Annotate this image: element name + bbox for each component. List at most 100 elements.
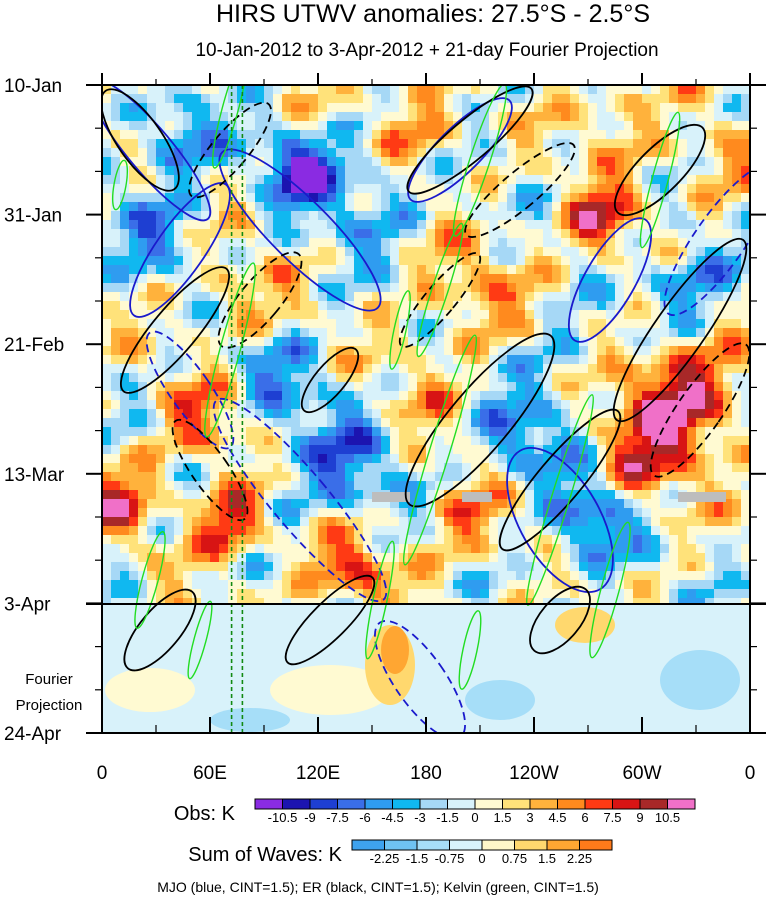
obs-cell	[525, 589, 535, 599]
obs-cell	[327, 400, 337, 410]
obs-cell	[372, 193, 382, 203]
obs-cell	[156, 544, 166, 554]
obs-cell	[426, 319, 436, 329]
obs-cell	[714, 346, 724, 356]
obs-cell	[291, 427, 301, 437]
obs-cell	[264, 229, 274, 239]
obs-cell	[480, 211, 490, 221]
obs-cell	[678, 400, 688, 410]
obs-cell	[273, 238, 283, 248]
obs-cell	[381, 544, 391, 554]
obs-cell	[507, 445, 517, 455]
obs-cell	[111, 454, 121, 464]
obs-cell	[129, 463, 139, 473]
obs-cell	[282, 337, 292, 347]
obs-cell	[237, 373, 247, 383]
obs-cell	[696, 391, 706, 401]
obs-cell	[417, 94, 427, 104]
obs-cell	[165, 427, 175, 437]
obs-cell	[552, 157, 562, 167]
obs-cell	[345, 94, 355, 104]
obs-cell	[354, 526, 364, 536]
obs-cell	[444, 589, 454, 599]
obs-cell	[498, 580, 508, 590]
obs-cell	[327, 355, 337, 365]
obs-cell	[183, 283, 193, 293]
obs-cell	[318, 382, 328, 392]
obs-cell	[561, 202, 571, 212]
obs-cell	[228, 526, 238, 536]
obs-cell	[615, 580, 625, 590]
mjo-contour	[102, 85, 212, 222]
obs-cell	[588, 121, 598, 131]
obs-cell	[597, 418, 607, 428]
obs-cell	[588, 193, 598, 203]
obs-cell	[597, 355, 607, 365]
obs-cell	[174, 508, 184, 518]
obs-cell	[570, 265, 580, 275]
obs-cell	[111, 409, 121, 419]
obs-cell	[507, 130, 517, 140]
obs-cell	[687, 238, 697, 248]
obs-colorbar-level-label: 7.5	[603, 810, 621, 825]
obs-cell	[282, 481, 292, 491]
obs-cell	[534, 598, 544, 604]
obs-cell	[345, 166, 355, 176]
obs-cell	[228, 166, 238, 176]
obs-cell	[552, 391, 562, 401]
x-tick-label: 60E	[193, 763, 227, 784]
obs-cell	[327, 508, 337, 518]
obs-cell	[426, 139, 436, 149]
obs-cell	[570, 490, 580, 500]
obs-cell	[192, 292, 202, 302]
waves-colorbar-level-label: 2.25	[567, 851, 592, 866]
obs-cell	[633, 229, 643, 239]
obs-cell	[264, 184, 274, 194]
obs-cell	[552, 427, 562, 437]
obs-cell	[255, 328, 265, 338]
obs-cell	[453, 121, 463, 131]
obs-cell	[462, 355, 472, 365]
obs-cell	[201, 544, 211, 554]
obs-cell	[633, 220, 643, 230]
obs-cell	[309, 103, 319, 113]
obs-cell	[381, 382, 391, 392]
obs-cell	[534, 553, 544, 563]
obs-cell	[696, 409, 706, 419]
obs-colorbar-swatch	[612, 798, 641, 810]
obs-cell	[210, 292, 220, 302]
obs-cell	[183, 220, 193, 230]
obs-cell	[732, 157, 742, 167]
obs-cell	[147, 400, 157, 410]
obs-cell	[111, 220, 121, 230]
obs-cell	[723, 346, 733, 356]
obs-cell	[408, 454, 418, 464]
obs-cell	[156, 571, 166, 581]
obs-cell	[327, 517, 337, 527]
obs-cell	[507, 247, 517, 257]
obs-cell	[417, 85, 427, 95]
obs-cell	[624, 220, 634, 230]
obs-cell	[741, 436, 750, 446]
obs-cell	[219, 283, 229, 293]
obs-cell	[228, 355, 238, 365]
obs-cell	[219, 355, 229, 365]
obs-cell	[561, 490, 571, 500]
obs-cell	[354, 301, 364, 311]
obs-cell	[408, 598, 418, 604]
obs-cell	[417, 490, 427, 500]
obs-cell	[327, 175, 337, 185]
obs-cell	[453, 355, 463, 365]
obs-cell	[291, 589, 301, 599]
obs-cell	[372, 265, 382, 275]
obs-cell	[507, 175, 517, 185]
obs-cell	[624, 562, 634, 572]
obs-cell	[480, 535, 490, 545]
obs-cell	[507, 121, 517, 131]
obs-cell	[489, 391, 499, 401]
obs-cell	[471, 193, 481, 203]
obs-cell	[237, 247, 247, 257]
obs-cell	[363, 166, 373, 176]
obs-cell	[705, 355, 715, 365]
obs-cell	[579, 292, 589, 302]
